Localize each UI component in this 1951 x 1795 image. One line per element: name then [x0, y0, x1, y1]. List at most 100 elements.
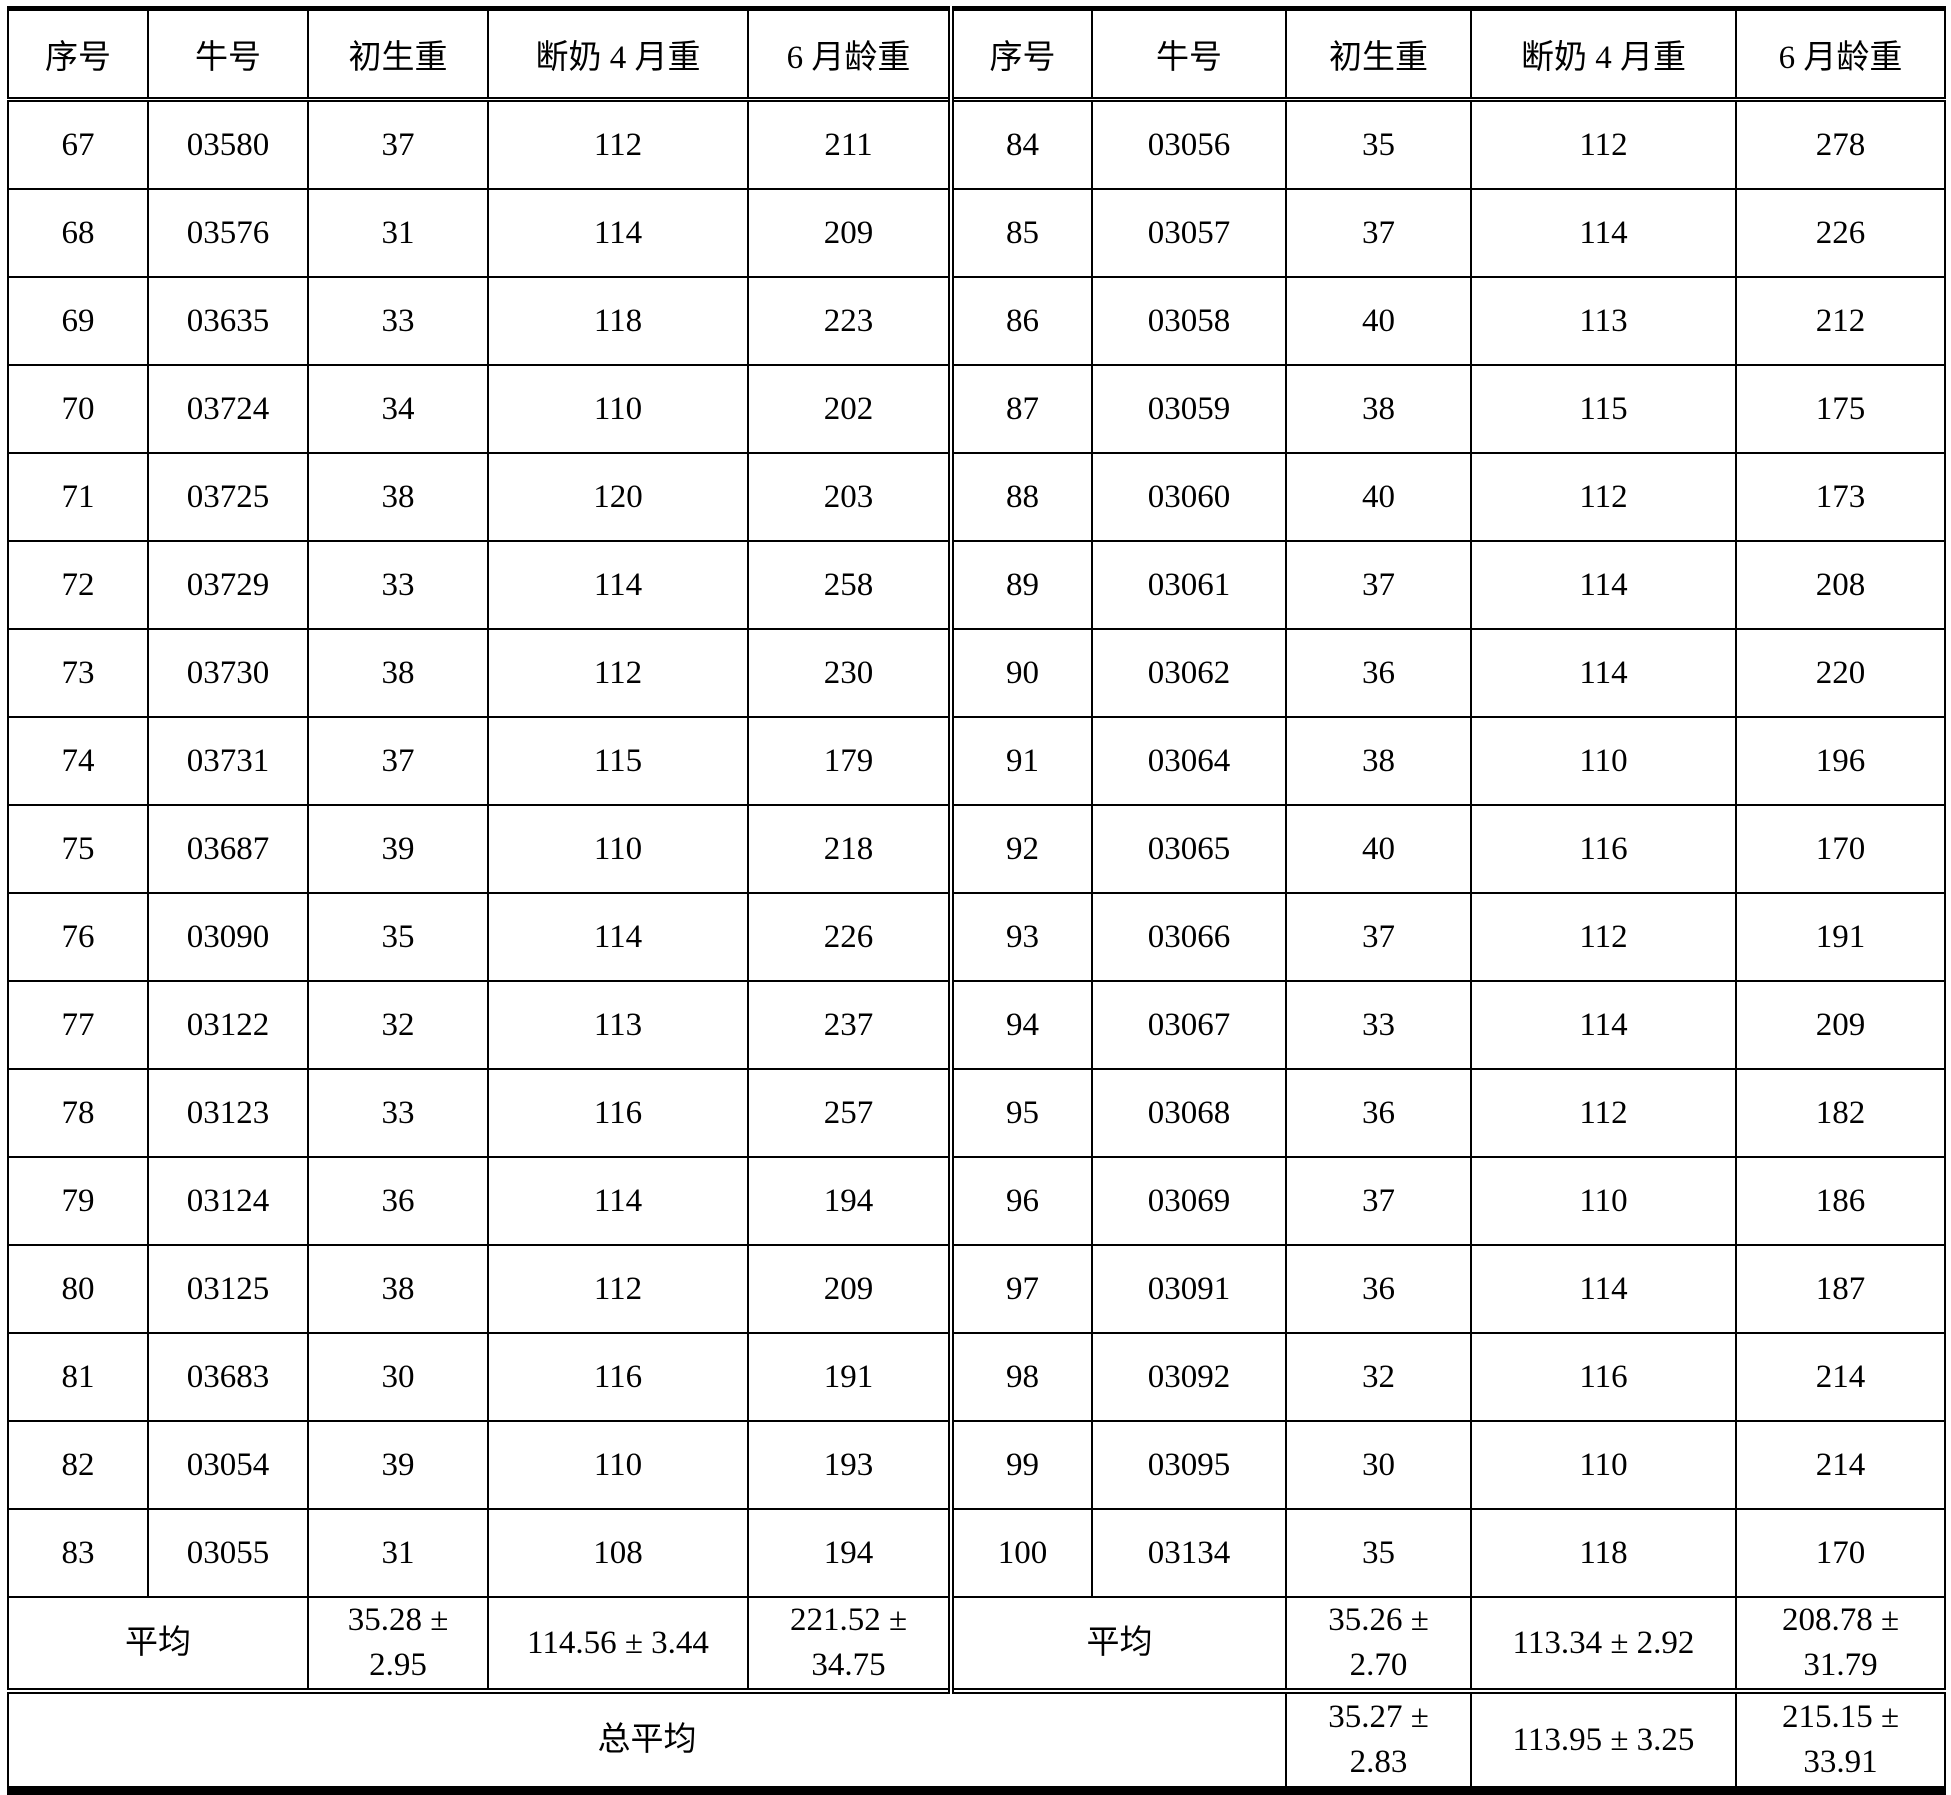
table-row: 74 03731 37 115 179 91 03064 38 110 196 — [7, 716, 1946, 806]
data-cell: 208 — [1735, 540, 1946, 630]
avg-birth-weight-left: 35.28 ± 2.95 — [307, 1596, 489, 1692]
header-cattle-id-left: 牛号 — [147, 7, 309, 102]
total-average-row: 总平均 35.27 ± 2.83 113.95 ± 3.25 215.15 ± … — [7, 1688, 1946, 1792]
table-row: 83 03055 31 108 194 100 03134 35 118 170 — [7, 1508, 1946, 1598]
data-cell: 85 — [948, 188, 1093, 278]
data-cell: 191 — [1735, 892, 1946, 982]
data-cell: 257 — [747, 1068, 952, 1158]
data-cell: 89 — [948, 540, 1093, 630]
data-cell: 187 — [1735, 1244, 1946, 1334]
data-cell: 03635 — [147, 276, 309, 366]
table-row: 71 03725 38 120 203 88 03060 40 112 173 — [7, 452, 1946, 542]
data-cell: 31 — [307, 188, 489, 278]
data-cell: 97 — [948, 1244, 1093, 1334]
table-row: 67 03580 37 112 211 84 03056 35 112 278 — [7, 98, 1946, 190]
table-row: 69 03635 33 118 223 86 03058 40 113 212 — [7, 276, 1946, 366]
data-cell: 03092 — [1091, 1332, 1287, 1422]
data-cell: 114 — [487, 188, 749, 278]
data-cell: 110 — [1470, 1420, 1737, 1510]
data-cell: 03729 — [147, 540, 309, 630]
data-cell: 196 — [1735, 716, 1946, 806]
data-cell: 112 — [487, 98, 749, 190]
data-cell: 77 — [7, 980, 149, 1070]
average-row: 平均 35.28 ± 2.95 114.56 ± 3.44 221.52 ± 3… — [7, 1596, 1946, 1692]
table-row: 72 03729 33 114 258 89 03061 37 114 208 — [7, 540, 1946, 630]
header-row: 序号 牛号 初生重 断奶 4 月重 6 月龄重 序号 牛号 初生重 断奶 4 月… — [7, 7, 1946, 102]
header-6month-weight-right: 6 月龄重 — [1735, 7, 1946, 102]
average-label-left: 平均 — [7, 1596, 309, 1692]
data-cell: 33 — [1285, 980, 1472, 1070]
data-cell: 116 — [1470, 1332, 1737, 1422]
data-cell: 223 — [747, 276, 952, 366]
data-cell: 92 — [948, 804, 1093, 894]
data-cell: 79 — [7, 1156, 149, 1246]
data-cell: 69 — [7, 276, 149, 366]
data-cell: 32 — [1285, 1332, 1472, 1422]
table-row: 75 03687 39 110 218 92 03065 40 116 170 — [7, 804, 1946, 894]
data-cell: 03062 — [1091, 628, 1287, 718]
avg-6month-weight-right: 208.78 ± 31.79 — [1735, 1596, 1946, 1692]
data-cell: 113 — [487, 980, 749, 1070]
data-cell: 03580 — [147, 98, 309, 190]
data-cell: 194 — [747, 1156, 952, 1246]
data-cell: 209 — [747, 188, 952, 278]
data-cell: 230 — [747, 628, 952, 718]
data-cell: 114 — [487, 540, 749, 630]
data-cell: 03056 — [1091, 98, 1287, 190]
header-birth-weight-left: 初生重 — [307, 7, 489, 102]
data-cell: 37 — [307, 98, 489, 190]
data-cell: 110 — [487, 1420, 749, 1510]
data-cell: 03724 — [147, 364, 309, 454]
cattle-weight-table: 序号 牛号 初生重 断奶 4 月重 6 月龄重 序号 牛号 初生重 断奶 4 月… — [7, 6, 1946, 1795]
data-cell: 03576 — [147, 188, 309, 278]
data-cell: 36 — [1285, 1244, 1472, 1334]
header-birth-weight-right: 初生重 — [1285, 7, 1472, 102]
header-weaning-weight-left: 断奶 4 月重 — [487, 7, 749, 102]
data-cell: 203 — [747, 452, 952, 542]
data-cell: 114 — [487, 892, 749, 982]
data-cell: 30 — [1285, 1420, 1472, 1510]
data-cell: 108 — [487, 1508, 749, 1598]
data-cell: 209 — [747, 1244, 952, 1334]
table-row: 76 03090 35 114 226 93 03066 37 112 191 — [7, 892, 1946, 982]
data-cell: 73 — [7, 628, 149, 718]
table-row: 68 03576 31 114 209 85 03057 37 114 226 — [7, 188, 1946, 278]
data-cell: 212 — [1735, 276, 1946, 366]
data-cell: 34 — [307, 364, 489, 454]
data-cell: 218 — [747, 804, 952, 894]
data-cell: 110 — [1470, 716, 1737, 806]
data-cell: 39 — [307, 1420, 489, 1510]
data-cell: 116 — [487, 1332, 749, 1422]
data-cell: 03061 — [1091, 540, 1287, 630]
header-6month-weight-left: 6 月龄重 — [747, 7, 952, 102]
data-cell: 35 — [1285, 1508, 1472, 1598]
table-row: 77 03122 32 113 237 94 03067 33 114 209 — [7, 980, 1946, 1070]
data-cell: 40 — [1285, 804, 1472, 894]
data-cell: 75 — [7, 804, 149, 894]
data-cell: 03055 — [147, 1508, 309, 1598]
data-cell: 37 — [1285, 1156, 1472, 1246]
total-avg-6month-weight: 215.15 ± 33.91 — [1735, 1688, 1946, 1792]
data-cell: 03058 — [1091, 276, 1287, 366]
data-cell: 37 — [1285, 540, 1472, 630]
data-cell: 36 — [307, 1156, 489, 1246]
data-cell: 38 — [307, 628, 489, 718]
data-cell: 95 — [948, 1068, 1093, 1158]
data-cell: 83 — [7, 1508, 149, 1598]
data-cell: 94 — [948, 980, 1093, 1070]
data-cell: 120 — [487, 452, 749, 542]
data-cell: 37 — [307, 716, 489, 806]
data-cell: 38 — [307, 1244, 489, 1334]
data-cell: 116 — [487, 1068, 749, 1158]
header-serial-right: 序号 — [948, 7, 1093, 102]
data-cell: 179 — [747, 716, 952, 806]
data-cell: 40 — [1285, 276, 1472, 366]
data-cell: 37 — [1285, 188, 1472, 278]
data-cell: 220 — [1735, 628, 1946, 718]
data-cell: 118 — [487, 276, 749, 366]
table-row: 80 03125 38 112 209 97 03091 36 114 187 — [7, 1244, 1946, 1334]
data-cell: 237 — [747, 980, 952, 1070]
data-cell: 114 — [1470, 540, 1737, 630]
data-cell: 81 — [7, 1332, 149, 1422]
data-cell: 03069 — [1091, 1156, 1287, 1246]
